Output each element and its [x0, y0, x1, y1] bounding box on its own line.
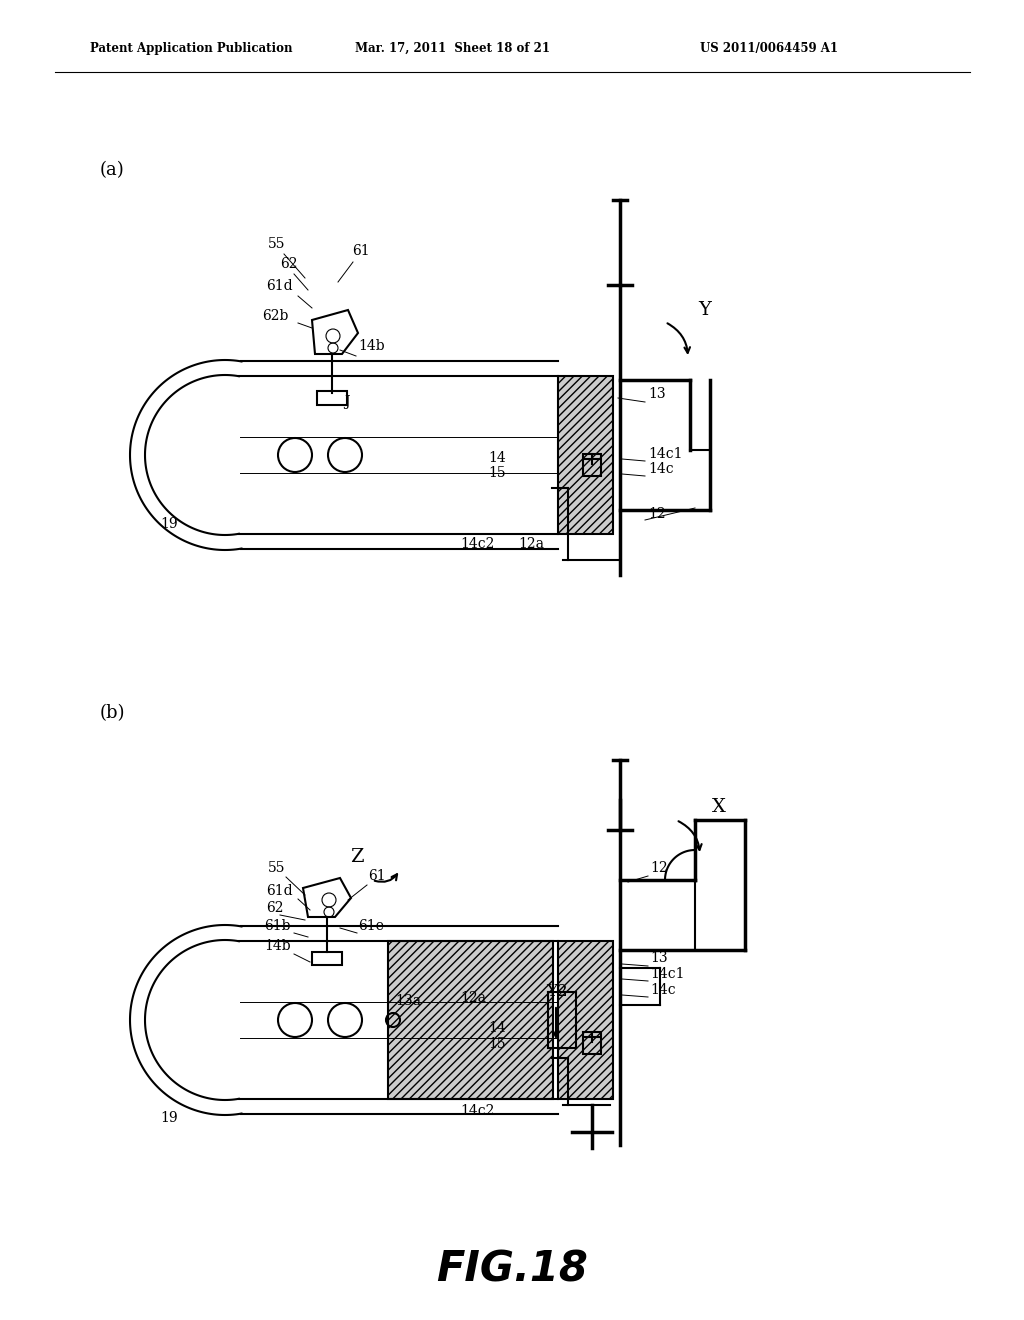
Text: 13: 13 — [650, 950, 668, 965]
Text: (a): (a) — [100, 161, 125, 180]
Text: 61d: 61d — [266, 279, 293, 293]
Bar — [388, 941, 553, 1098]
Bar — [317, 391, 347, 405]
Text: 62: 62 — [266, 902, 284, 915]
Text: 14b: 14b — [264, 939, 291, 953]
Bar — [583, 454, 601, 477]
Text: 15: 15 — [488, 1038, 506, 1051]
Text: US 2011/0064459 A1: US 2011/0064459 A1 — [700, 42, 838, 55]
Text: 15: 15 — [488, 466, 506, 480]
Text: 61b: 61b — [264, 919, 291, 933]
Text: X: X — [712, 799, 726, 816]
Bar — [583, 1032, 601, 1053]
Text: 62: 62 — [280, 257, 298, 271]
Text: 13a: 13a — [395, 994, 421, 1008]
Text: 14c: 14c — [648, 462, 674, 477]
Text: 14c2: 14c2 — [460, 1104, 495, 1118]
Text: FIG.18: FIG.18 — [436, 1249, 588, 1291]
Text: 14c2: 14c2 — [460, 537, 495, 550]
Bar — [558, 941, 613, 1098]
Text: 19: 19 — [160, 517, 177, 531]
Text: 14: 14 — [488, 451, 506, 465]
Text: (b): (b) — [100, 704, 126, 722]
Text: Mar. 17, 2011  Sheet 18 of 21: Mar. 17, 2011 Sheet 18 of 21 — [355, 42, 550, 55]
Text: J: J — [344, 395, 349, 409]
Text: 62b: 62b — [262, 309, 289, 323]
Text: 14c1: 14c1 — [650, 968, 684, 981]
Text: 61e: 61e — [358, 919, 384, 933]
Text: Z: Z — [350, 847, 364, 866]
Text: 61: 61 — [352, 244, 370, 257]
Text: 13: 13 — [648, 387, 666, 401]
Bar — [312, 952, 342, 965]
Bar — [558, 376, 613, 533]
Text: 12a: 12a — [518, 537, 544, 550]
Text: 55: 55 — [268, 238, 286, 251]
Text: 19: 19 — [160, 1111, 177, 1125]
Text: 14: 14 — [488, 1020, 506, 1035]
Text: 12: 12 — [650, 861, 668, 875]
Text: 14c: 14c — [650, 983, 676, 997]
Text: Patent Application Publication: Patent Application Publication — [90, 42, 293, 55]
Text: 12a: 12a — [460, 991, 486, 1005]
Text: 61d: 61d — [266, 884, 293, 898]
Text: Y2: Y2 — [546, 983, 567, 1001]
Text: 55: 55 — [268, 861, 286, 875]
Text: 12: 12 — [648, 507, 666, 521]
Text: Y: Y — [698, 301, 711, 319]
Text: 61: 61 — [368, 869, 386, 883]
Text: 14c1: 14c1 — [648, 447, 683, 461]
Text: 14b: 14b — [358, 339, 385, 352]
